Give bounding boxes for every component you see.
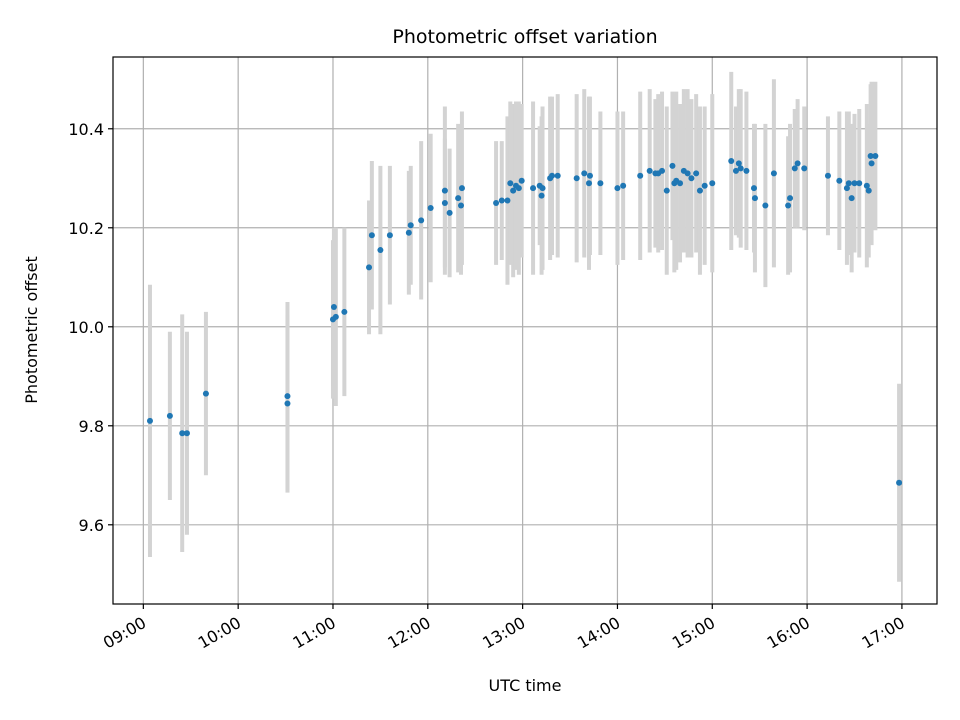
data-point — [530, 185, 537, 192]
chart-title: Photometric offset variation — [392, 26, 657, 48]
y-axis-title: Photometric offset — [22, 256, 41, 404]
data-point — [493, 200, 500, 207]
data-point — [441, 200, 448, 207]
data-point — [330, 303, 337, 310]
data-point — [693, 170, 700, 177]
data-point — [851, 180, 858, 187]
data-point — [867, 153, 874, 160]
data-point — [735, 160, 742, 167]
data-point — [418, 217, 425, 224]
y-tick-label: 10.0 — [68, 318, 104, 337]
data-point — [663, 187, 670, 194]
data-point — [728, 157, 735, 164]
data-point — [732, 167, 739, 174]
data-point — [762, 202, 769, 209]
data-point — [386, 232, 393, 239]
data-point — [751, 195, 758, 202]
data-point — [441, 187, 448, 194]
data-point — [684, 170, 691, 177]
data-point — [377, 247, 384, 254]
data-points — [146, 153, 903, 486]
data-point — [407, 222, 414, 229]
data-point — [677, 180, 684, 187]
data-point — [518, 177, 525, 184]
data-point — [538, 192, 545, 199]
data-point — [515, 185, 522, 192]
data-point — [446, 209, 453, 216]
data-point — [504, 197, 511, 204]
data-point — [843, 185, 850, 192]
data-point — [332, 313, 339, 320]
data-point — [701, 182, 708, 189]
data-point — [845, 180, 852, 187]
data-point — [368, 232, 375, 239]
data-point — [510, 187, 517, 194]
data-point — [620, 182, 627, 189]
data-point — [856, 180, 863, 187]
x-axis-title: UTC time — [489, 676, 562, 695]
data-point — [872, 153, 879, 160]
y-axis: 9.6 9.8 10.0 10.2 10.4 — [68, 120, 113, 535]
data-point — [366, 264, 373, 271]
data-point — [737, 165, 744, 172]
y-tick-label: 10.2 — [68, 219, 104, 238]
data-point — [848, 195, 855, 202]
data-point — [696, 187, 703, 194]
y-tick-label: 10.4 — [68, 120, 104, 139]
data-point — [179, 430, 186, 437]
data-point — [709, 180, 716, 187]
data-point — [586, 172, 593, 179]
data-point — [614, 185, 621, 192]
data-point — [554, 172, 561, 179]
data-point — [498, 197, 505, 204]
data-point — [865, 187, 872, 194]
data-point — [549, 172, 556, 179]
data-point — [539, 185, 546, 192]
data-point — [581, 170, 588, 177]
data-point — [659, 167, 666, 174]
data-point — [405, 229, 412, 236]
data-point — [166, 412, 173, 419]
data-point — [146, 417, 153, 424]
data-point — [787, 195, 794, 202]
data-point — [597, 180, 604, 187]
data-point — [202, 390, 209, 397]
y-tick-label: 9.6 — [79, 516, 104, 535]
data-point — [457, 202, 464, 209]
data-point — [284, 393, 291, 400]
data-point — [507, 180, 514, 187]
data-point — [863, 182, 870, 189]
data-point — [637, 172, 644, 179]
data-point — [688, 175, 695, 182]
data-point — [750, 185, 757, 192]
plot-frame — [112, 56, 938, 605]
data-point — [458, 185, 465, 192]
data-point — [868, 160, 875, 167]
data-point — [770, 170, 777, 177]
data-point — [646, 167, 653, 174]
data-point — [791, 165, 798, 172]
data-point — [824, 172, 831, 179]
data-point — [836, 177, 843, 184]
y-tick-label: 9.8 — [79, 417, 104, 436]
data-point — [785, 202, 792, 209]
data-point — [743, 167, 750, 174]
data-point — [573, 175, 580, 182]
data-point — [896, 479, 903, 486]
data-point — [801, 165, 808, 172]
data-point — [586, 180, 593, 187]
data-point — [284, 400, 291, 407]
data-point — [341, 308, 348, 315]
data-point — [794, 160, 801, 167]
data-point — [427, 204, 434, 211]
data-point — [455, 195, 462, 202]
data-point — [183, 430, 190, 437]
data-point — [669, 162, 676, 169]
